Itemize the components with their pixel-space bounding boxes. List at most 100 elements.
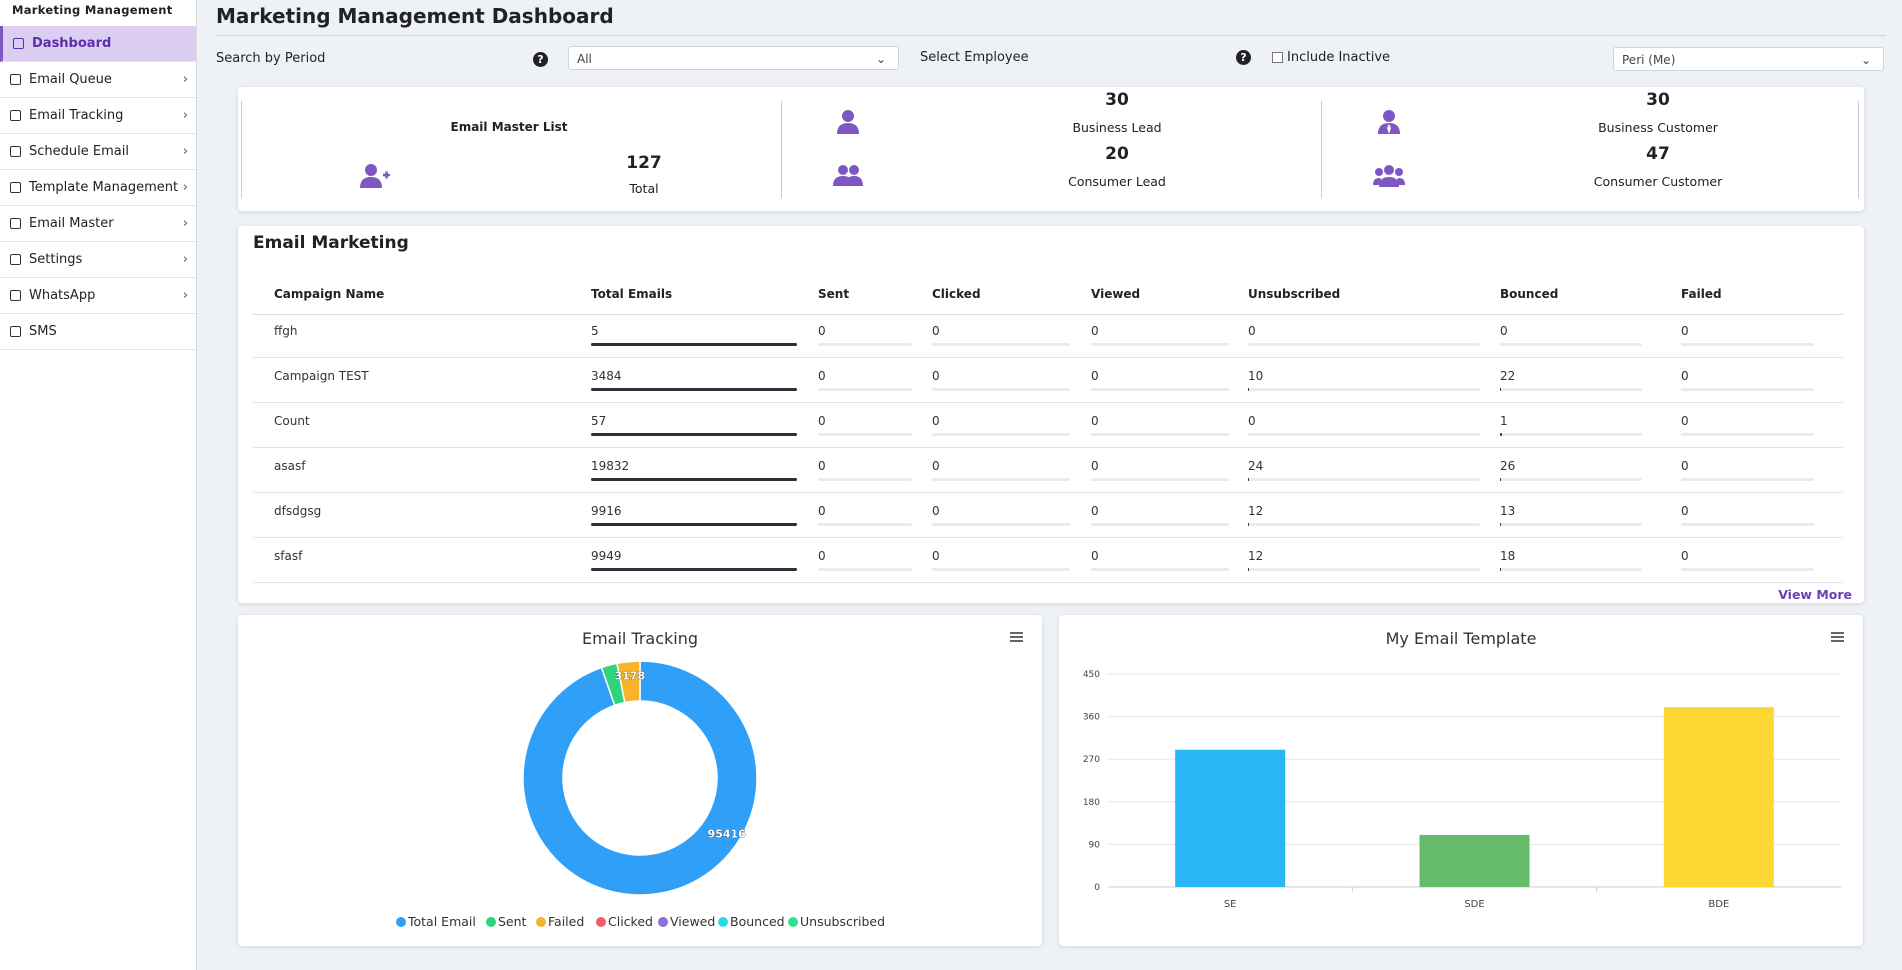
progress-track (1681, 523, 1814, 526)
progress-bar (591, 433, 797, 436)
chevron: › (182, 216, 188, 231)
cell-value: 10 (1248, 369, 1264, 383)
progress-track (1681, 388, 1814, 391)
menu-icon (1831, 636, 1844, 638)
legend-label[interactable]: Viewed (670, 914, 715, 929)
y-tick-label: 270 (1083, 755, 1100, 765)
cell-value: 1 (1500, 414, 1508, 428)
section-title: Email Marketing (253, 233, 409, 253)
legend-label[interactable]: Unsubscribed (800, 914, 885, 929)
chevron: › (182, 252, 188, 267)
cell-value: 0 (1091, 459, 1099, 473)
cell-value: 0 (1091, 504, 1099, 518)
menu-icon (10, 74, 21, 85)
help-icon[interactable]: ? (533, 52, 548, 67)
menu-label: WhatsApp (29, 288, 96, 303)
menu-icon (10, 110, 21, 121)
select-value: Peri (Me) (1622, 53, 1676, 67)
menu-icon (1010, 632, 1023, 634)
legend-marker (658, 917, 668, 927)
progress-track (1248, 388, 1480, 391)
menu-item[interactable]: WhatsApp › (0, 278, 196, 314)
bar-chart: My Email Template 0 90 180 270 360 450 SE SDE BDE (1083, 629, 1844, 910)
progress-track (1248, 478, 1480, 481)
menu-item[interactable]: Email Tracking › (0, 98, 196, 134)
chart-title: Email Tracking (582, 629, 698, 648)
help-icon[interactable]: ? (1236, 50, 1251, 65)
column-header: Failed (1681, 287, 1722, 301)
y-tick-label: 180 (1083, 798, 1100, 808)
progress-track (932, 388, 1070, 391)
campaign-name: Campaign TEST (274, 369, 369, 383)
master-label: Total (629, 181, 659, 196)
menu-item[interactable]: Email Queue › (0, 62, 196, 98)
master-title: Email Master List (450, 120, 568, 134)
checkbox[interactable] (1272, 52, 1283, 63)
menu-icon (10, 326, 21, 337)
progress-bar (1248, 388, 1249, 391)
campaign-name: dfsdgsg (274, 504, 322, 518)
menu-item[interactable]: Email Master › (0, 206, 196, 242)
progress-track (932, 568, 1070, 571)
cell-value: 9949 (591, 549, 622, 563)
x-tick-label: SE (1224, 899, 1237, 910)
legend-marker (596, 917, 606, 927)
progress-track (1500, 343, 1642, 346)
legend-label[interactable]: Sent (498, 914, 527, 929)
menu-icon (10, 290, 21, 301)
progress-track (1091, 388, 1229, 391)
menu-item[interactable]: Settings › (0, 242, 196, 278)
y-tick-label: 360 (1083, 713, 1100, 723)
employee-select[interactable]: Peri (Me) ⌄ (1613, 47, 1884, 71)
menu-icon (13, 38, 24, 49)
progress-bar (591, 388, 797, 391)
cell-value: 0 (1681, 369, 1689, 383)
cell-value: 0 (1681, 414, 1689, 428)
legend-label[interactable]: Total Email (407, 914, 476, 929)
menu-item[interactable]: Template Management › (0, 170, 196, 206)
cell-value: 0 (1248, 324, 1256, 338)
legend-label[interactable]: Bounced (730, 914, 785, 929)
legend-marker (536, 917, 546, 927)
email-tracking-card: Email Tracking 95416 3178 Total Email Sent Fa… (238, 615, 1042, 946)
divider (216, 35, 1886, 36)
legend-label[interactable]: Clicked (608, 914, 653, 929)
progress-track (932, 523, 1070, 526)
legend-label[interactable]: Failed (548, 914, 584, 929)
cell-value: 0 (1681, 549, 1689, 563)
column-header: Viewed (1091, 287, 1141, 301)
progress-track (1248, 433, 1480, 436)
stat-label: Consumer Customer (1593, 174, 1723, 189)
progress-bar (591, 568, 797, 571)
progress-track (591, 388, 797, 391)
menu-icon (10, 218, 21, 229)
progress-track (818, 523, 912, 526)
cell-value: 3484 (591, 369, 622, 383)
cell-value: 0 (818, 549, 826, 563)
progress-track (818, 433, 912, 436)
x-tick-label: SDE (1464, 899, 1484, 910)
menu-item[interactable]: Schedule Email › (0, 134, 196, 170)
cell-value: 0 (1681, 459, 1689, 473)
menu-label: Dashboard (32, 36, 112, 51)
cell-value: 0 (818, 369, 826, 383)
stat-label: Business Lead (1072, 120, 1162, 135)
menu-icon (10, 146, 21, 157)
view-more-link[interactable]: View More (1778, 587, 1852, 602)
progress-track (591, 343, 797, 346)
sidebar-title: Marketing Management (12, 3, 173, 17)
menu-item[interactable]: Dashboard (0, 26, 196, 62)
email-template-card: My Email Template 0 90 180 270 360 450 SE SDE BDE (1059, 615, 1863, 946)
cell-value: 0 (932, 549, 940, 563)
progress-track (1500, 388, 1642, 391)
menu-item[interactable]: SMS (0, 314, 196, 350)
chevron: › (182, 72, 188, 87)
progress-track (932, 478, 1070, 481)
period-label: Search by Period (216, 51, 326, 66)
cell-value: 0 (932, 369, 940, 383)
period-select[interactable]: All ⌄ (568, 46, 899, 70)
x-tick-label: BDE (1708, 899, 1729, 910)
stat-label: Consumer Lead (1068, 174, 1166, 189)
row-divider (253, 582, 1843, 583)
